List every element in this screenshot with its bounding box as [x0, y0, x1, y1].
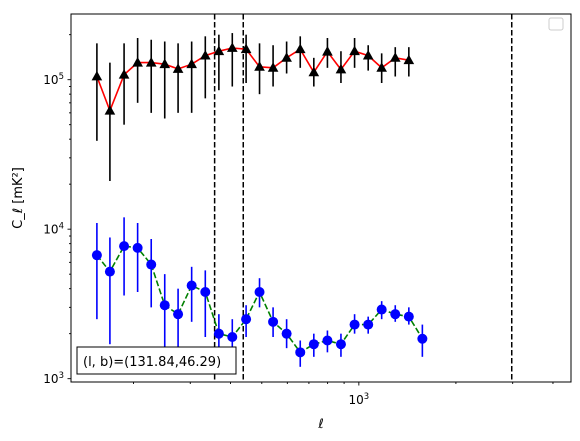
legend-box: [548, 17, 564, 31]
y-tick-label: 104: [43, 222, 64, 237]
series-circles-point: [104, 266, 115, 277]
series-circles-point: [159, 300, 170, 311]
series-circles-point: [146, 259, 157, 270]
series-triangles-point: [132, 57, 143, 67]
y-tick-label-base: 10: [43, 223, 58, 237]
series-triangles-point: [281, 52, 292, 62]
series-triangles-point: [226, 42, 238, 52]
x-tick-label-exponent: 3: [364, 392, 369, 402]
series-circles-point: [132, 242, 143, 253]
series-circles-point: [119, 241, 130, 252]
series-circles-point: [241, 314, 252, 325]
y-tick-label-exponent: 3: [59, 371, 64, 381]
series-triangles-point: [254, 61, 265, 71]
series-triangles-point: [104, 105, 116, 115]
series-triangles-point: [213, 45, 225, 56]
series-triangles-point: [403, 54, 415, 65]
series-circles-point: [417, 333, 428, 344]
series-triangles-point: [172, 63, 184, 73]
series-circles-point: [403, 311, 414, 322]
series-triangles-point: [308, 66, 320, 77]
series-triangles-point: [322, 46, 333, 56]
series-circles-point: [349, 319, 360, 330]
series-triangles-point: [159, 58, 171, 69]
series-circles-point: [254, 286, 265, 297]
x-tick-label: 103: [348, 392, 369, 407]
series-circles-point: [227, 331, 238, 342]
series-circles-point: [295, 347, 306, 358]
series-circles-point: [186, 280, 197, 291]
annotation-box: (l, b)=(131.84,46.29): [76, 346, 237, 375]
series-circles-point: [281, 328, 292, 339]
series-circles-point: [322, 335, 333, 346]
series-circles-point: [335, 339, 346, 350]
series-circles-point: [376, 304, 387, 315]
axes-frame: [70, 13, 572, 383]
plot-layer: [91, 14, 513, 382]
series-triangles-point: [91, 70, 103, 81]
series-circles-point: [308, 339, 319, 350]
series-triangles-point: [376, 62, 387, 72]
y-tick-label-exponent: 4: [59, 222, 64, 232]
x-tick-label-base: 10: [348, 393, 363, 407]
series-circles-point: [213, 328, 224, 339]
series-triangles-point: [240, 43, 252, 54]
y-tick-label: 105: [43, 72, 64, 87]
annotation-frame: [76, 346, 237, 375]
series-triangles-point: [335, 63, 347, 74]
y-axis-label: C_ℓ [mK²]: [11, 167, 26, 229]
y-tick-label: 103: [43, 371, 64, 386]
series-circles-point: [363, 319, 374, 330]
y-tick-label-base: 10: [43, 372, 58, 386]
series-triangles-point: [186, 58, 197, 69]
series-circles-point: [173, 309, 184, 320]
series-triangles-point: [199, 49, 211, 60]
x-axis-label: ℓ: [317, 417, 323, 432]
series-triangles-point: [118, 69, 130, 79]
series-circles-point: [200, 286, 211, 297]
series-circles-point: [268, 316, 279, 327]
series-triangles-point: [389, 52, 401, 62]
series-triangles-point: [145, 57, 157, 67]
series-circles-point: [390, 309, 401, 320]
series-triangles-point: [294, 43, 306, 54]
y-tick-label-base: 10: [43, 73, 58, 87]
series-triangles-point: [362, 49, 374, 60]
y-tick-label-exponent: 5: [59, 72, 64, 82]
series-circles-point: [91, 250, 102, 261]
annotation-text: (l, b)=(131.84,46.29): [83, 355, 221, 370]
series-triangles-point: [267, 62, 279, 72]
series-triangles-point: [349, 45, 360, 56]
